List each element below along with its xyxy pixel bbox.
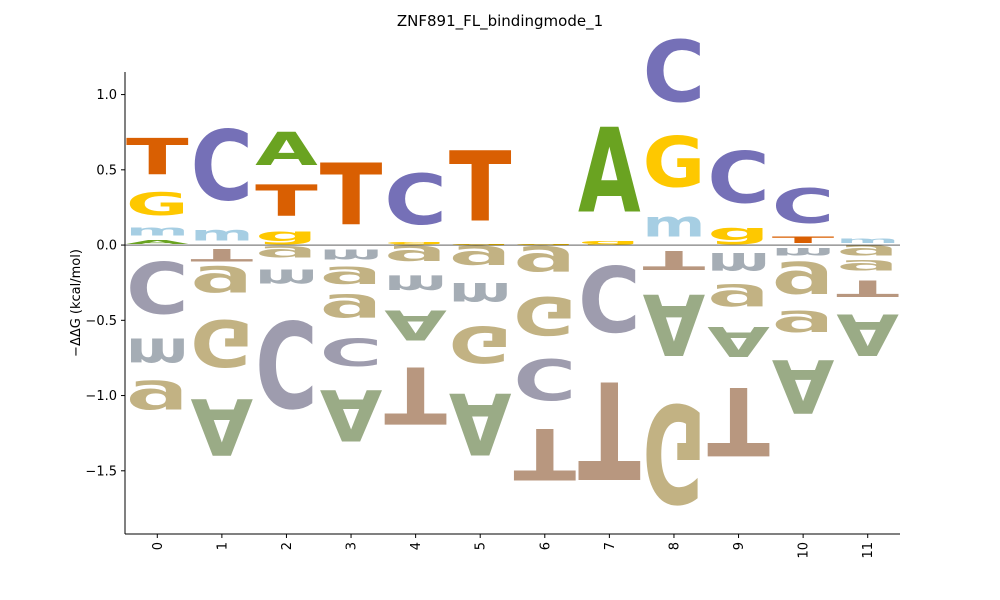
letter-neg-1-A: A xyxy=(191,380,254,470)
axes: 1.0 0.5 0.0 −0.5 −1.0 −1.5 0 1 2 3 4 5 6 7 8 9 10 11 xyxy=(85,72,900,559)
letter-neg-9-g: g xyxy=(707,283,770,317)
letter-neg-2-m: m xyxy=(255,263,318,293)
y-tick-label: 1.0 xyxy=(96,88,117,103)
letter-pos-1-m: m xyxy=(191,223,254,245)
letter-pos-1-C: C xyxy=(191,110,254,222)
x-tick-label: 10 xyxy=(797,542,812,559)
letter-neg-8-G: G xyxy=(643,373,706,531)
y-tick-label: −1.5 xyxy=(85,464,117,479)
x-tick-label: 2 xyxy=(280,542,295,550)
x-tick-label: 1 xyxy=(215,542,230,550)
letter-pos-9-C: C xyxy=(707,138,770,220)
y-tick-label: −1.0 xyxy=(85,389,117,404)
letter-neg-6-C: C xyxy=(513,345,576,411)
letter-neg-4-m: m xyxy=(384,269,447,300)
letter-stacks: AmGTCmgmCTgGAgTAgmCTmggCAgCgmATgTgmGAggG… xyxy=(126,24,900,531)
letter-neg-8-T: T xyxy=(643,245,706,275)
letter-neg-10-g: g xyxy=(772,260,835,309)
letter-neg-10-g: g xyxy=(772,310,835,343)
letter-pos-2-T: T xyxy=(255,176,318,225)
letter-neg-10-A: A xyxy=(772,342,835,427)
letter-neg-11-A: A xyxy=(836,301,899,367)
x-tick-label: 8 xyxy=(667,542,682,550)
x-tick-label: 5 xyxy=(474,542,489,550)
chart-title: ZNF891_FL_bindingmode_1 xyxy=(397,12,603,31)
letter-pos-5-T: T xyxy=(449,132,512,244)
letter-pos-8-m: m xyxy=(643,203,706,245)
letter-pos-9-g: g xyxy=(707,220,770,245)
letter-neg-5-g: g xyxy=(449,245,512,275)
letter-neg-9-T: T xyxy=(707,366,770,475)
letter-neg-3-g: g xyxy=(320,293,383,329)
letter-pos-3-T: T xyxy=(320,146,383,245)
letter-neg-5-A: A xyxy=(449,373,512,472)
letter-neg-5-G: G xyxy=(449,314,512,372)
x-tick-label: 7 xyxy=(603,542,618,550)
letter-pos-7-g: g xyxy=(578,239,641,245)
letter-pos-10-T: T xyxy=(772,235,835,245)
letter-pos-4-g: g xyxy=(384,241,447,245)
letter-neg-1-T: T xyxy=(191,245,254,265)
letter-neg-6-T: T xyxy=(513,412,576,494)
letter-neg-11-g: g xyxy=(836,245,899,260)
letter-neg-5-m: m xyxy=(449,275,512,313)
letter-neg-11-g: g xyxy=(836,260,899,275)
letter-neg-1-G: G xyxy=(191,305,254,380)
letter-neg-0-m: m xyxy=(126,328,189,379)
letter-neg-2-g: g xyxy=(255,245,318,263)
x-tick-label: 3 xyxy=(345,542,360,550)
letter-pos-6-g: g xyxy=(513,244,576,245)
letter-neg-6-G: G xyxy=(513,284,576,345)
letter-neg-3-g: g xyxy=(320,266,383,293)
letter-neg-3-C: C xyxy=(320,329,383,373)
letter-pos-7-A: A xyxy=(578,103,641,239)
letter-neg-11-T: T xyxy=(836,275,899,301)
letter-neg-7-T: T xyxy=(578,350,641,505)
letter-neg-4-A: A xyxy=(384,300,447,348)
letter-pos-0-A: A xyxy=(126,239,190,245)
letter-pos-10-C: C xyxy=(772,180,835,235)
letter-neg-4-T: T xyxy=(384,348,447,439)
x-tick-label: 4 xyxy=(409,542,424,550)
letter-neg-2-C: C xyxy=(255,293,318,431)
letter-pos-11-m: m xyxy=(836,236,899,245)
letter-neg-9-m: m xyxy=(707,245,770,282)
letter-pos-2-A: A xyxy=(255,124,318,176)
letter-neg-9-A: A xyxy=(707,317,770,365)
letter-pos-4-C: C xyxy=(384,161,447,241)
y-tick-label: 0.5 xyxy=(96,163,117,178)
letter-neg-10-m: m xyxy=(772,245,835,260)
letter-pos-8-C: C xyxy=(643,24,706,123)
letter-pos-0-T: T xyxy=(126,128,189,186)
y-tick-label: 0.0 xyxy=(96,239,117,254)
letter-pos-0-G: G xyxy=(126,186,189,222)
letter-neg-1-g: g xyxy=(191,265,254,306)
x-tick-label: 0 xyxy=(151,542,166,550)
letter-neg-4-g: g xyxy=(384,245,447,269)
letter-neg-0-C: C xyxy=(126,245,189,327)
letter-pos-0-m: m xyxy=(126,223,189,240)
letter-pos-8-G: G xyxy=(643,122,706,203)
x-tick-label: 11 xyxy=(861,542,876,559)
letter-pos-5-g: g xyxy=(449,244,512,245)
letter-neg-0-g: g xyxy=(126,379,189,424)
letter-neg-8-A: A xyxy=(643,275,706,372)
letter-pos-2-g: g xyxy=(255,226,318,245)
letter-neg-3-A: A xyxy=(320,373,383,456)
letter-neg-3-m: m xyxy=(320,245,383,266)
x-tick-label: 6 xyxy=(538,542,553,550)
x-tick-label: 9 xyxy=(732,542,747,550)
letter-neg-6-g: g xyxy=(513,245,576,284)
letter-neg-7-C: C xyxy=(578,245,641,350)
y-axis-label: −ΔΔG (kcal/mol) xyxy=(69,249,84,357)
y-tick-label: −0.5 xyxy=(85,314,117,329)
